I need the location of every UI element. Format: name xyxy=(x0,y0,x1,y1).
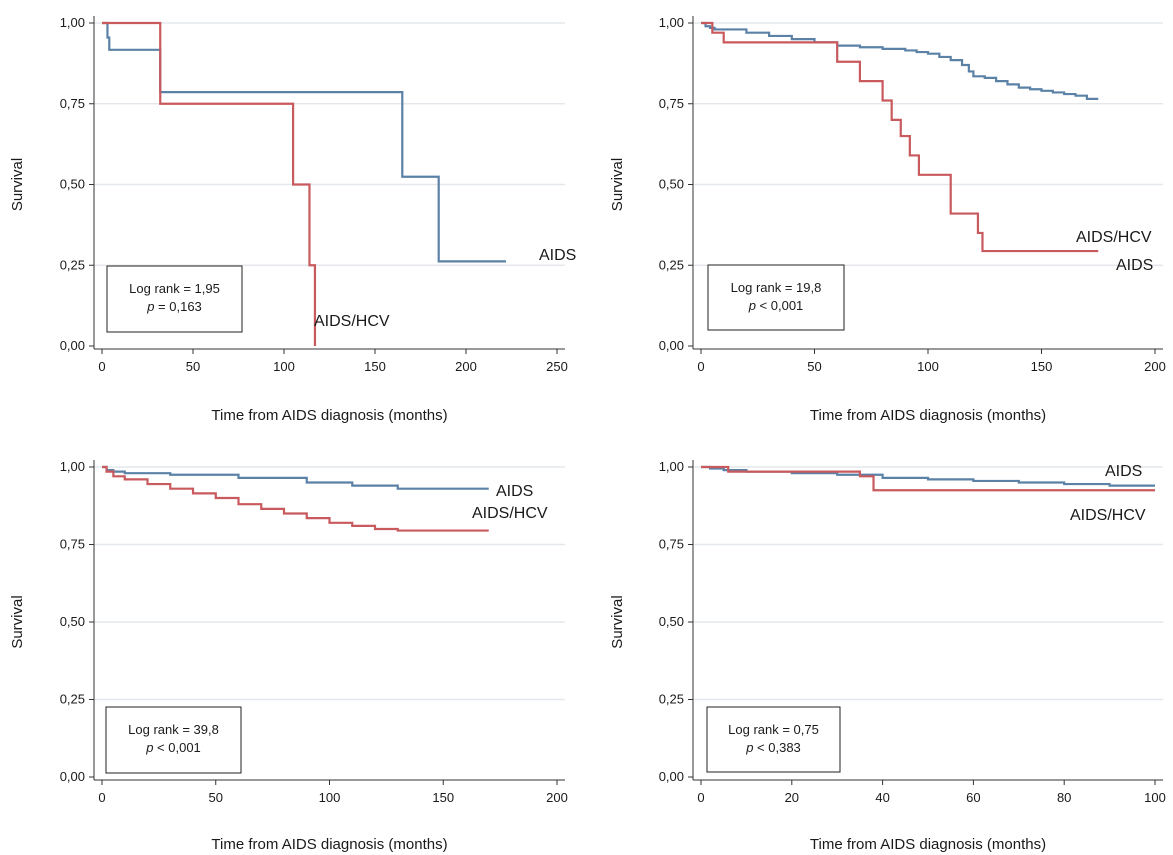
log-rank-box xyxy=(706,706,841,773)
p-symbol: p xyxy=(145,740,153,755)
y-tick-label: 0,50 xyxy=(659,177,684,192)
survival-curve-aids-hcv xyxy=(701,21,1099,253)
x-tick-label: 80 xyxy=(1057,790,1071,805)
y-tick-label: 0,25 xyxy=(659,692,684,707)
p-value: < 0,001 xyxy=(153,740,200,755)
x-tick-label: 100 xyxy=(273,359,295,374)
y-tick-label: 0,75 xyxy=(60,96,85,111)
survival-panel-1: 0,00 0,25 0,50 0,75 1,00 0 50 100 150 200 250 Time … xyxy=(9,15,576,424)
y-tick-label: 0,75 xyxy=(659,96,684,111)
x-tick-label: 0 xyxy=(697,790,704,805)
y-tick-label: 0,75 xyxy=(659,537,684,552)
log-rank-box xyxy=(707,264,845,331)
x-axis-label: Time from AIDS diagnosis (months) xyxy=(810,836,1046,853)
x-tick-label: 200 xyxy=(546,790,568,805)
survival-curve-aids-hcv xyxy=(102,21,317,346)
x-tick-label: 250 xyxy=(546,359,568,374)
survival-panel-2: 0,00 0,25 0,50 0,75 1,00 0 50 100 150 200 Time fro… xyxy=(609,15,1166,424)
y-tick-label: 0,00 xyxy=(659,769,684,784)
survival-panel-3: 0,00 0,25 0,50 0,75 1,00 0 50 100 150 200 Time fro… xyxy=(9,459,568,853)
x-tick-label: 100 xyxy=(917,359,939,374)
y-tick-label: 1,00 xyxy=(659,15,684,30)
x-tick-label: 150 xyxy=(1031,359,1053,374)
x-tick-label: 100 xyxy=(1144,790,1166,805)
log-rank-text: Log rank = 0,75 xyxy=(728,722,819,737)
x-tick-label: 40 xyxy=(875,790,889,805)
y-tick-label: 1,00 xyxy=(60,15,85,30)
y-tick-label: 0,50 xyxy=(60,177,85,192)
series-label-aids-hcv: AIDS/HCV xyxy=(1076,229,1152,246)
p-symbol: p xyxy=(146,299,154,314)
y-tick-label: 1,00 xyxy=(659,459,684,474)
p-value-text: p < 0,001 xyxy=(145,740,201,755)
p-value-text: p = 0,163 xyxy=(146,299,202,314)
log-rank-text: Log rank = 39,8 xyxy=(128,722,219,737)
x-tick-label: 60 xyxy=(966,790,980,805)
x-tick-label: 0 xyxy=(98,359,105,374)
y-tick-label: 0,00 xyxy=(60,769,85,784)
p-symbol: p xyxy=(748,298,756,313)
x-tick-label: 0 xyxy=(98,790,105,805)
x-tick-label: 50 xyxy=(186,359,200,374)
survival-curve-aids xyxy=(102,21,507,263)
y-axis-label: Survival xyxy=(609,158,626,211)
p-symbol: p xyxy=(745,740,753,755)
log-rank-text: Log rank = 19,8 xyxy=(731,280,822,295)
p-value-text: p < 0,383 xyxy=(745,740,801,755)
x-axis-label: Time from AIDS diagnosis (months) xyxy=(211,407,447,424)
x-tick-label: 200 xyxy=(455,359,477,374)
y-tick-label: 0,00 xyxy=(60,338,85,353)
series-label-aids: AIDS xyxy=(496,483,533,500)
y-tick-label: 0,50 xyxy=(60,614,85,629)
y-axis-label: Survival xyxy=(609,595,626,648)
y-axis-label: Survival xyxy=(9,158,26,211)
series-label-aids-hcv: AIDS/HCV xyxy=(472,505,548,522)
y-tick-label: 0,25 xyxy=(60,257,85,272)
survival-curve-aids xyxy=(701,21,1099,101)
x-axis-label: Time from AIDS diagnosis (months) xyxy=(810,407,1046,424)
survival-curve-aids xyxy=(102,465,489,490)
x-tick-label: 20 xyxy=(785,790,799,805)
x-tick-label: 200 xyxy=(1144,359,1166,374)
p-value: < 0,001 xyxy=(756,298,803,313)
log-rank-box xyxy=(105,706,242,774)
survival-panel-4: 0,00 0,25 0,50 0,75 1,00 0 20 40 60 80 100 Time fro… xyxy=(609,459,1166,853)
y-axis-label: Survival xyxy=(9,595,26,648)
p-value: = 0,163 xyxy=(154,299,201,314)
log-rank-box xyxy=(106,265,243,333)
y-tick-label: 0,50 xyxy=(659,614,684,629)
y-tick-label: 0,25 xyxy=(659,257,684,272)
log-rank-text: Log rank = 1,95 xyxy=(129,281,220,296)
series-label-aids: AIDS xyxy=(1105,463,1142,480)
x-tick-label: 100 xyxy=(319,790,341,805)
x-tick-label: 150 xyxy=(432,790,454,805)
p-value: < 0,383 xyxy=(753,740,800,755)
survival-curve-aids-hcv xyxy=(701,465,1155,492)
x-tick-label: 0 xyxy=(697,359,704,374)
x-tick-label: 50 xyxy=(209,790,223,805)
series-label-aids-hcv: AIDS/HCV xyxy=(1070,507,1146,524)
x-tick-label: 50 xyxy=(807,359,821,374)
y-tick-label: 1,00 xyxy=(60,459,85,474)
series-label-aids: AIDS xyxy=(539,247,576,264)
y-tick-label: 0,00 xyxy=(659,338,684,353)
series-label-aids: AIDS xyxy=(1116,257,1153,274)
y-tick-label: 0,25 xyxy=(60,692,85,707)
survival-curve-aids xyxy=(701,465,1155,487)
x-tick-label: 150 xyxy=(364,359,386,374)
survival-curve-aids-hcv xyxy=(102,465,489,532)
series-label-aids-hcv: AIDS/HCV xyxy=(314,313,390,330)
x-axis-label: Time from AIDS diagnosis (months) xyxy=(211,836,447,853)
p-value-text: p < 0,001 xyxy=(748,298,804,313)
y-tick-label: 0,75 xyxy=(60,537,85,552)
